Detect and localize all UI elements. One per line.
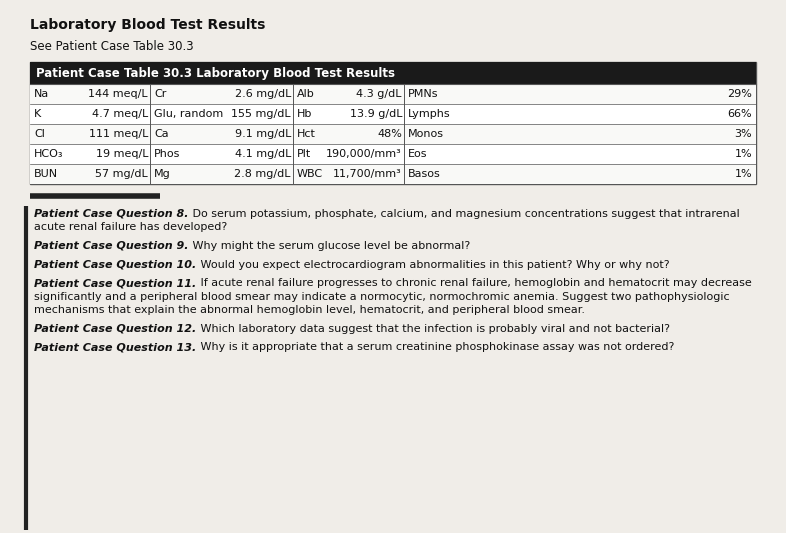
FancyBboxPatch shape [30, 62, 756, 184]
FancyBboxPatch shape [30, 164, 756, 184]
FancyBboxPatch shape [30, 124, 756, 144]
Text: 4.1 mg/dL: 4.1 mg/dL [235, 149, 291, 159]
Text: Why might the serum glucose level be abnormal?: Why might the serum glucose level be abn… [189, 241, 471, 251]
Text: Ca: Ca [154, 129, 169, 139]
Text: PMNs: PMNs [408, 89, 439, 99]
Text: Would you expect electrocardiogram abnormalities in this patient? Why or why not: Would you expect electrocardiogram abnor… [197, 260, 670, 270]
Text: Basos: Basos [408, 169, 441, 179]
Text: 48%: 48% [377, 129, 402, 139]
Text: 155 mg/dL: 155 mg/dL [231, 109, 291, 119]
Text: BUN: BUN [34, 169, 58, 179]
Text: Lymphs: Lymphs [408, 109, 450, 119]
Text: Alb: Alb [297, 89, 314, 99]
Text: 57 mg/dL: 57 mg/dL [95, 169, 148, 179]
Text: Patient Case Question 13.: Patient Case Question 13. [34, 342, 197, 352]
Text: 4.3 g/dL: 4.3 g/dL [357, 89, 402, 99]
Text: Cr: Cr [154, 89, 167, 99]
Text: Phos: Phos [154, 149, 180, 159]
FancyBboxPatch shape [30, 104, 756, 124]
Text: Hct: Hct [297, 129, 316, 139]
FancyBboxPatch shape [30, 62, 756, 84]
Text: Do serum potassium, phosphate, calcium, and magnesium concentrations suggest tha: Do serum potassium, phosphate, calcium, … [189, 209, 740, 219]
Text: 2.6 mg/dL: 2.6 mg/dL [235, 89, 291, 99]
Text: If acute renal failure progresses to chronic renal failure, hemoglobin and hemat: If acute renal failure progresses to chr… [197, 278, 752, 288]
Text: Patient Case Question 9.: Patient Case Question 9. [34, 241, 189, 251]
Text: 1%: 1% [734, 149, 752, 159]
Text: Glu, random: Glu, random [154, 109, 223, 119]
Text: Laboratory Blood Test Results: Laboratory Blood Test Results [30, 18, 266, 32]
Text: 19 meq/L: 19 meq/L [96, 149, 148, 159]
Text: 9.1 mg/dL: 9.1 mg/dL [235, 129, 291, 139]
Text: Which laboratory data suggest that the infection is probably viral and not bacte: Which laboratory data suggest that the i… [197, 324, 670, 334]
Text: Eos: Eos [408, 149, 428, 159]
Text: 111 meq/L: 111 meq/L [89, 129, 148, 139]
Text: Patient Case Question 12.: Patient Case Question 12. [34, 324, 197, 334]
Text: Patient Case Table 30.3 Laboratory Blood Test Results: Patient Case Table 30.3 Laboratory Blood… [36, 67, 395, 79]
Text: acute renal failure has developed?: acute renal failure has developed? [34, 222, 227, 232]
Text: 13.9 g/dL: 13.9 g/dL [350, 109, 402, 119]
Text: Na: Na [34, 89, 50, 99]
Text: 66%: 66% [727, 109, 752, 119]
Text: 3%: 3% [734, 129, 752, 139]
Text: K: K [34, 109, 41, 119]
Text: Mg: Mg [154, 169, 171, 179]
Text: Cl: Cl [34, 129, 45, 139]
Text: WBC: WBC [297, 169, 323, 179]
Text: 1%: 1% [734, 169, 752, 179]
Text: HCO₃: HCO₃ [34, 149, 64, 159]
Text: 190,000/mm³: 190,000/mm³ [326, 149, 402, 159]
Text: Patient Case Question 11.: Patient Case Question 11. [34, 278, 197, 288]
Text: mechanisms that explain the abnormal hemoglobin level, hematocrit, and periphera: mechanisms that explain the abnormal hem… [34, 305, 585, 315]
Text: 11,700/mm³: 11,700/mm³ [333, 169, 402, 179]
Text: Plt: Plt [297, 149, 311, 159]
Text: 144 meq/L: 144 meq/L [88, 89, 148, 99]
Text: 4.7 meq/L: 4.7 meq/L [92, 109, 148, 119]
Text: Monos: Monos [408, 129, 444, 139]
Text: Hb: Hb [297, 109, 312, 119]
Text: Patient Case Question 8.: Patient Case Question 8. [34, 209, 189, 219]
Text: See Patient Case Table 30.3: See Patient Case Table 30.3 [30, 40, 193, 53]
Text: Why is it appropriate that a serum creatinine phosphokinase assay was not ordere: Why is it appropriate that a serum creat… [197, 342, 674, 352]
FancyBboxPatch shape [30, 144, 756, 164]
Text: 29%: 29% [727, 89, 752, 99]
Text: Patient Case Question 10.: Patient Case Question 10. [34, 260, 197, 270]
Text: significantly and a peripheral blood smear may indicate a normocytic, normochrom: significantly and a peripheral blood sme… [34, 292, 729, 302]
Text: 2.8 mg/dL: 2.8 mg/dL [234, 169, 291, 179]
FancyBboxPatch shape [30, 84, 756, 104]
